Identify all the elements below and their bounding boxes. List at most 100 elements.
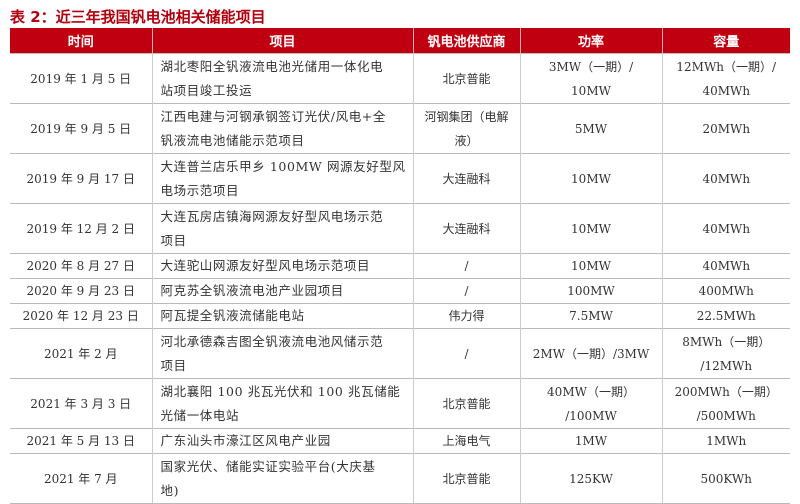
power-text: 2MW（一期）/3MW: [532, 346, 650, 361]
capacity-text: 500KWh: [700, 471, 752, 486]
date-cell: 2019 年 9 月 5 日: [10, 103, 152, 154]
date-cell: 2019 年 12 月 2 日: [10, 203, 152, 254]
supplier-text: 上海电气: [442, 434, 491, 448]
capacity-cell: 40MWh: [661, 153, 790, 204]
power-cell: 1MW: [519, 428, 662, 454]
table-row: 2021 年 3 月 3 日 湖北襄阳 100 兆瓦光伏和 100 兆瓦储能 光储一…: [10, 378, 790, 429]
power-text: 10MW: [571, 83, 611, 98]
capacity-text: /500MWh: [696, 408, 756, 423]
supplier-text: 液）: [454, 133, 479, 148]
capacity-cell: 20MWh: [661, 103, 790, 154]
project-text: 大连普兰店乐甲乡 100MW 网源友好型风: [160, 158, 406, 174]
supplier-text: 北京普能: [442, 396, 491, 411]
column-header-supplier: 钒电池供应商: [412, 28, 520, 54]
date-cell: 2020 年 9 月 23 日: [10, 278, 152, 304]
column-header-capacity: 容量: [661, 28, 790, 54]
power-cell: 5MW: [519, 103, 662, 154]
power-text: 5MW: [574, 121, 608, 136]
project-text: 江西电建与河钢承钢签订光伏/风电+全: [160, 108, 386, 124]
table-row: 2020 年 9 月 23 日 阿克苏全钒液流电池产业园项目 / 100MW 400MW…: [10, 278, 790, 304]
power-text: 3MW（一期）/: [548, 59, 634, 74]
power-cell: 10MW: [519, 203, 662, 254]
project-cell: 湖北枣阳全钒液流电池光储用一体化电 站项目竣工投运: [151, 53, 413, 104]
project-cell: 广东汕头市濠江区风电产业园: [151, 428, 413, 454]
project-text: 湖北襄阳 100 兆瓦光伏和 100 兆瓦储能: [160, 383, 401, 399]
supplier-text: /: [464, 284, 469, 298]
column-header-power: 功率: [519, 28, 662, 54]
supplier-text: 北京普能: [442, 471, 491, 486]
capacity-text: 1MWh: [706, 434, 747, 448]
capacity-text: 40MWh: [702, 171, 751, 186]
project-text: 大连瓦房店镇海网源友好型风电场示范: [160, 208, 384, 224]
date-text: 2019 年 9 月 17 日: [26, 171, 136, 186]
project-text: 河北承德森吉图全钒液流电池风储示范: [160, 333, 384, 349]
project-text: 项目: [160, 232, 187, 248]
capacity-text: 20MWh: [702, 121, 751, 136]
project-text: 光储一体电站: [160, 407, 240, 423]
project-text: 项目: [160, 357, 187, 373]
capacity-text: 40MWh: [702, 259, 751, 273]
date-text: 2021 年 7 月: [43, 471, 118, 486]
capacity-text: 400MWh: [698, 284, 754, 298]
capacity-text: /12MWh: [700, 358, 753, 373]
capacity-cell: 40MWh: [661, 203, 790, 254]
project-text: 钒液流电池储能示范项目: [160, 132, 305, 148]
supplier-cell: 大连融科: [412, 203, 520, 254]
project-text: 广东汕头市濠江区风电产业园: [160, 433, 331, 448]
date-text: 2021 年 5 月 13 日: [26, 434, 136, 448]
power-cell: 10MW: [519, 153, 662, 204]
date-cell: 2019 年 1 月 5 日: [10, 53, 152, 104]
power-cell: 7.5MW: [519, 303, 662, 329]
project-text: 电场示范项目: [160, 182, 240, 198]
date-cell: 2020 年 12 月 23 日: [10, 303, 152, 329]
project-text: 国家光伏、储能实证实验平台(大庆基: [160, 458, 376, 474]
supplier-cell: 河钢集团（电解 液）: [412, 103, 520, 154]
power-cell: 100MW: [519, 278, 662, 304]
supplier-cell: /: [412, 278, 520, 304]
project-text: 阿克苏全钒液流电池产业园项目: [160, 283, 344, 298]
table-row: 2021 年 5 月 13 日 广东汕头市濠江区风电产业园 上海电气 1MW 1MWh: [10, 428, 790, 454]
date-text: 2020 年 8 月 27 日: [26, 259, 136, 273]
capacity-cell: 40MWh: [661, 253, 790, 279]
date-text: 2020 年 12 月 23 日: [22, 309, 139, 323]
power-cell: 2MW（一期）/3MW: [519, 328, 662, 379]
capacity-text: 12MWh（一期）/: [676, 59, 777, 74]
supplier-text: 大连融科: [442, 221, 491, 236]
supplier-text: 大连融科: [442, 171, 491, 186]
supplier-text: 伟力得: [448, 309, 485, 323]
capacity-cell: 12MWh（一期）/ 40MWh: [661, 53, 790, 104]
power-cell: 3MW（一期）/ 10MW: [519, 53, 662, 104]
table-row: 2019 年 1 月 5 日 湖北枣阳全钒液流电池光储用一体化电 站项目竣工投运 北京…: [10, 53, 790, 104]
table-row: 2021 年 2 月 河北承德森吉图全钒液流电池风储示范 项目 / 2MW（一期）/3M…: [10, 328, 790, 379]
power-text: 10MW: [571, 259, 611, 273]
vanadium-projects-table: 时间 项目 钒电池供应商 功率 容量 2019 年 1 月 5 日 湖北枣阳全钒液…: [10, 28, 790, 504]
table-row: 2020 年 8 月 27 日 大连驼山网源友好型风电场示范项目 / 10MW 40MW…: [10, 253, 790, 279]
capacity-cell: 1MWh: [661, 428, 790, 454]
power-text: 100MW: [567, 284, 615, 298]
date-cell: 2019 年 9 月 17 日: [10, 153, 152, 204]
date-cell: 2020 年 8 月 27 日: [10, 253, 152, 279]
column-header-date: 时间: [10, 28, 152, 54]
supplier-cell: 上海电气: [412, 428, 520, 454]
supplier-text: /: [464, 346, 469, 361]
supplier-text: /: [464, 259, 469, 273]
project-cell: 阿瓦提全钒液流储能电站: [151, 303, 413, 329]
capacity-cell: 22.5MWh: [661, 303, 790, 329]
power-text: /100MW: [565, 408, 617, 423]
power-text: 10MW: [571, 171, 611, 186]
supplier-cell: 大连融科: [412, 153, 520, 204]
date-cell: 2021 年 5 月 13 日: [10, 428, 152, 454]
supplier-cell: 北京普能: [412, 53, 520, 104]
project-cell: 河北承德森吉图全钒液流电池风储示范 项目: [151, 328, 413, 379]
table-row: 2020 年 12 月 23 日 阿瓦提全钒液流储能电站 伟力得 7.5MW 22.5M…: [10, 303, 790, 329]
supplier-cell: /: [412, 253, 520, 279]
power-text: 40MW（一期）: [547, 384, 635, 399]
supplier-cell: 伟力得: [412, 303, 520, 329]
date-text: 2021 年 2 月: [43, 346, 118, 361]
supplier-cell: /: [412, 328, 520, 379]
date-cell: 2021 年 2 月: [10, 328, 152, 379]
power-text: 125KW: [569, 471, 613, 486]
project-text: 大连驼山网源友好型风电场示范项目: [160, 258, 371, 273]
power-text: 7.5MW: [569, 309, 613, 323]
power-cell: 125KW: [519, 453, 662, 504]
